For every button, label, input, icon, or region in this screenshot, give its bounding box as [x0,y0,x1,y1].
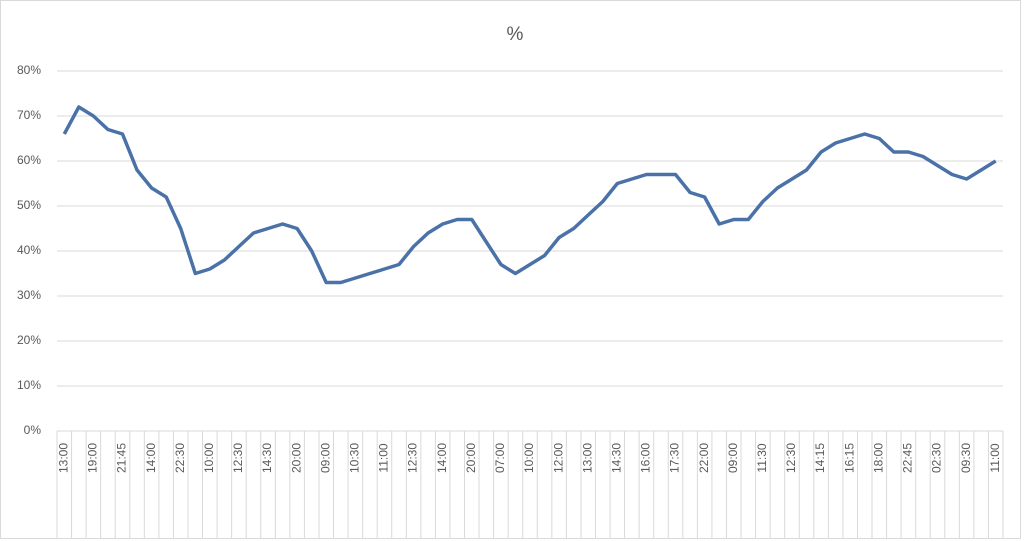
x-tick-label: 14:30 [260,443,274,473]
x-tick-label: 22:30 [173,443,187,473]
x-tick-label: 09:30 [959,443,973,473]
x-tick-label: 22:00 [697,443,711,473]
y-tick-label: 30% [17,288,41,302]
x-tick-label: 10:30 [348,443,362,473]
x-tick-label: 12:00 [551,443,565,473]
x-tick-label: 17:30 [668,443,682,473]
x-tick-label: 14:00 [435,443,449,473]
x-tick-label: 14:30 [609,443,623,473]
x-tick-label: 12:30 [406,443,420,473]
x-tick-label: 02:30 [930,443,944,473]
x-tick-label: 13:00 [580,443,594,473]
y-tick-label: 80% [17,63,41,77]
y-tick-label: 50% [17,198,41,212]
x-tick-label: 16:00 [639,443,653,473]
x-tick-label: 16:15 [842,443,856,473]
x-tick-label: 12:30 [784,443,798,473]
y-tick-label: 40% [17,243,41,257]
y-tick-label: 20% [17,333,41,347]
x-tick-label: 20:00 [289,443,303,473]
chart-title: % [507,24,524,45]
data-line [62,105,997,285]
x-tick-label: 14:15 [813,443,827,473]
x-tick-label: 14:00 [144,443,158,473]
x-tick-label: 11:30 [755,443,769,472]
x-tick-label: 10:00 [202,443,216,473]
y-tick-label: 0% [24,423,42,437]
x-tick-label: 10:00 [522,443,536,473]
x-tick-label: 07:00 [493,443,507,473]
x-tick-label: 19:00 [86,443,100,473]
x-tick-label: 11:00 [377,443,391,472]
x-tick-label: 20:00 [464,443,478,473]
y-tick-label: 60% [17,153,41,167]
x-tick-label: 18:00 [871,443,885,473]
x-tick-label: 09:00 [726,443,740,473]
y-tick-label: 10% [17,378,41,392]
x-tick-label: 11:00 [988,443,1002,472]
x-tick-label: 22:45 [901,443,915,473]
x-tick-label: 21:45 [115,443,129,473]
x-tick-label: 09:00 [318,443,332,473]
x-tick-label: 12:30 [231,443,245,473]
x-tick-label: 13:00 [56,443,70,473]
y-tick-label: 70% [17,108,41,122]
